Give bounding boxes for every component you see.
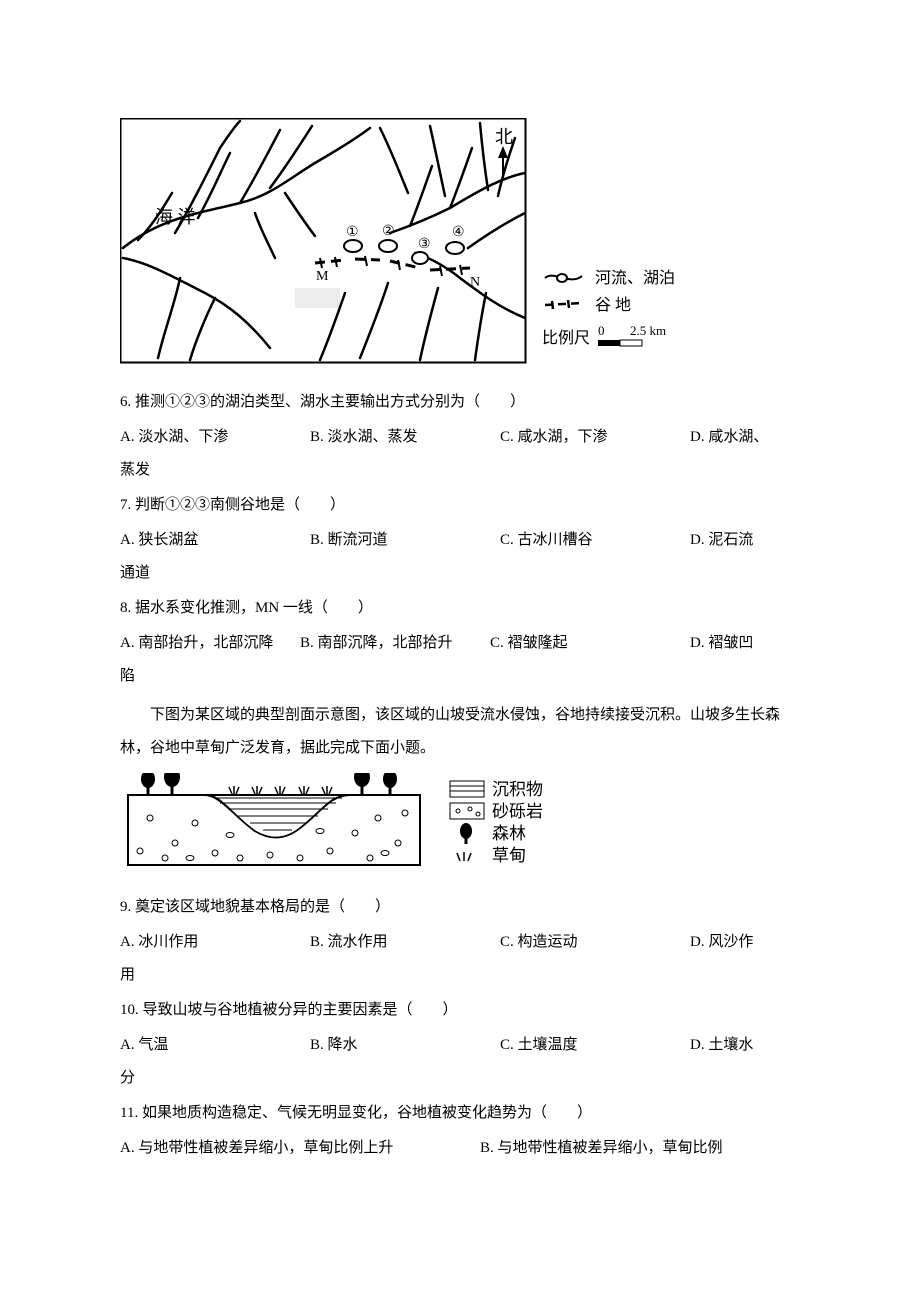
q6-choice-c: C. 咸水湖，下渗 xyxy=(500,421,690,454)
q9-choice-d: D. 风沙作 xyxy=(690,926,753,959)
p2-label: ② xyxy=(382,224,395,239)
q8-choice-d: D. 褶皱凹 xyxy=(690,627,753,660)
q6-choices: A. 淡水湖、下渗 B. 淡水湖、蒸发 C. 咸水湖，下渗 D. 咸水湖、 蒸发 xyxy=(120,421,800,487)
map-svg: 海 洋 M N ① ② ③ ④ 北 河流、湖泊 谷 地 比例尺 xyxy=(120,118,680,368)
q7-stem: 7. 判断①②③南侧谷地是（ ） xyxy=(120,489,800,522)
q9-choices: A. 冰川作用 B. 流水作用 C. 构造运动 D. 风沙作 用 xyxy=(120,926,800,992)
q10-choice-b: B. 降水 xyxy=(310,1029,500,1062)
svg-text:比例尺: 比例尺 xyxy=(542,329,590,347)
svg-text:河流、湖泊: 河流、湖泊 xyxy=(595,269,675,287)
q6-choice-d: D. 咸水湖、 xyxy=(690,421,768,454)
q7-choice-c: C. 古冰川槽谷 xyxy=(500,524,690,557)
trees xyxy=(141,773,397,795)
q6-choice-a: A. 淡水湖、下渗 xyxy=(120,421,310,454)
q9-stem: 9. 奠定该区域地貌基本格局的是（ ） xyxy=(120,891,800,924)
q7-d-trail: 通道 xyxy=(120,557,800,590)
section-figure: 沉积物 砂砾岩 森林 草甸 xyxy=(120,773,800,873)
svg-text:草甸: 草甸 xyxy=(492,846,526,865)
svg-text:沉积物: 沉积物 xyxy=(492,780,543,799)
p1-label: ① xyxy=(346,225,359,240)
q8-choice-c: C. 褶皱隆起 xyxy=(490,627,690,660)
intro-paragraph-2: 下图为某区域的典型剖面示意图，该区域的山坡受流水侵蚀，谷地持续接受沉积。山坡多生… xyxy=(120,699,800,765)
q7-choice-d: D. 泥石流 xyxy=(690,524,753,557)
map-legend: 河流、湖泊 谷 地 比例尺 0 2.5 km xyxy=(542,269,675,347)
q10-choice-a: A. 气温 xyxy=(120,1029,310,1062)
q9-choice-b: B. 流水作用 xyxy=(310,926,500,959)
meadow xyxy=(229,786,332,794)
svg-text:北: 北 xyxy=(495,127,513,147)
q8-stem: 8. 据水系变化推测，MN 一线（ ） xyxy=(120,592,800,625)
q11-choice-a: A. 与地带性植被差异缩小，草甸比例上升 xyxy=(120,1132,480,1165)
profile xyxy=(128,773,420,865)
q8-choice-a: A. 南部抬升，北部沉降 xyxy=(120,627,300,660)
map-figure: 海 洋 M N ① ② ③ ④ 北 河流、湖泊 谷 地 比例尺 xyxy=(120,118,800,368)
map-border xyxy=(121,119,526,363)
q10-choice-c: C. 土壤温度 xyxy=(500,1029,690,1062)
svg-text:谷 地: 谷 地 xyxy=(595,296,631,314)
q10-d-trail: 分 xyxy=(120,1062,800,1095)
q8-choices: A. 南部抬升，北部沉降 B. 南部沉降，北部拾升 C. 褶皱隆起 D. 褶皱凹… xyxy=(120,627,800,693)
p3-label: ③ xyxy=(418,237,431,252)
q6-d-trail: 蒸发 xyxy=(120,454,800,487)
q10-choices: A. 气温 B. 降水 C. 土壤温度 D. 土壤水 分 xyxy=(120,1029,800,1095)
q9-choice-c: C. 构造运动 xyxy=(500,926,690,959)
section-svg: 沉积物 砂砾岩 森林 草甸 xyxy=(120,773,600,873)
q6-choice-b: B. 淡水湖、蒸发 xyxy=(310,421,500,454)
svg-text:砂砾岩: 砂砾岩 xyxy=(492,802,543,821)
svg-text:0: 0 xyxy=(598,323,605,338)
p4-label: ④ xyxy=(452,225,465,240)
q7-choice-a: A. 狭长湖盆 xyxy=(120,524,310,557)
q8-choice-b: B. 南部沉降，北部拾升 xyxy=(300,627,490,660)
q11-choice-b: B. 与地带性植被差异缩小，草甸比例 xyxy=(480,1132,723,1165)
svg-text:2.5 km: 2.5 km xyxy=(630,323,666,338)
section-legend: 沉积物 砂砾岩 森林 草甸 xyxy=(450,780,543,865)
n-label: N xyxy=(470,275,480,290)
q9-d-trail: 用 xyxy=(120,959,800,992)
q8-d-trail: 陷 xyxy=(120,660,800,693)
q7-choices: A. 狭长湖盆 B. 断流河道 C. 古冰川槽谷 D. 泥石流 通道 xyxy=(120,524,800,590)
q7-choice-b: B. 断流河道 xyxy=(310,524,500,557)
q6-stem: 6. 推测①②③的湖泊类型、湖水主要输出方式分别为（ ） xyxy=(120,386,800,419)
q10-choice-d: D. 土壤水 xyxy=(690,1029,753,1062)
svg-text:森林: 森林 xyxy=(492,824,526,843)
m-label: M xyxy=(316,269,329,284)
ocean-label: 海 洋 xyxy=(155,207,196,227)
q11-stem: 11. 如果地质构造稳定、气候无明显变化，谷地植被变化趋势为（ ） xyxy=(120,1097,800,1130)
q10-stem: 10. 导致山坡与谷地植被分异的主要因素是（ ） xyxy=(120,994,800,1027)
map-smudge xyxy=(295,288,340,308)
q9-choice-a: A. 冰川作用 xyxy=(120,926,310,959)
q11-choices: A. 与地带性植被差异缩小，草甸比例上升 B. 与地带性植被差异缩小，草甸比例 xyxy=(120,1132,800,1165)
